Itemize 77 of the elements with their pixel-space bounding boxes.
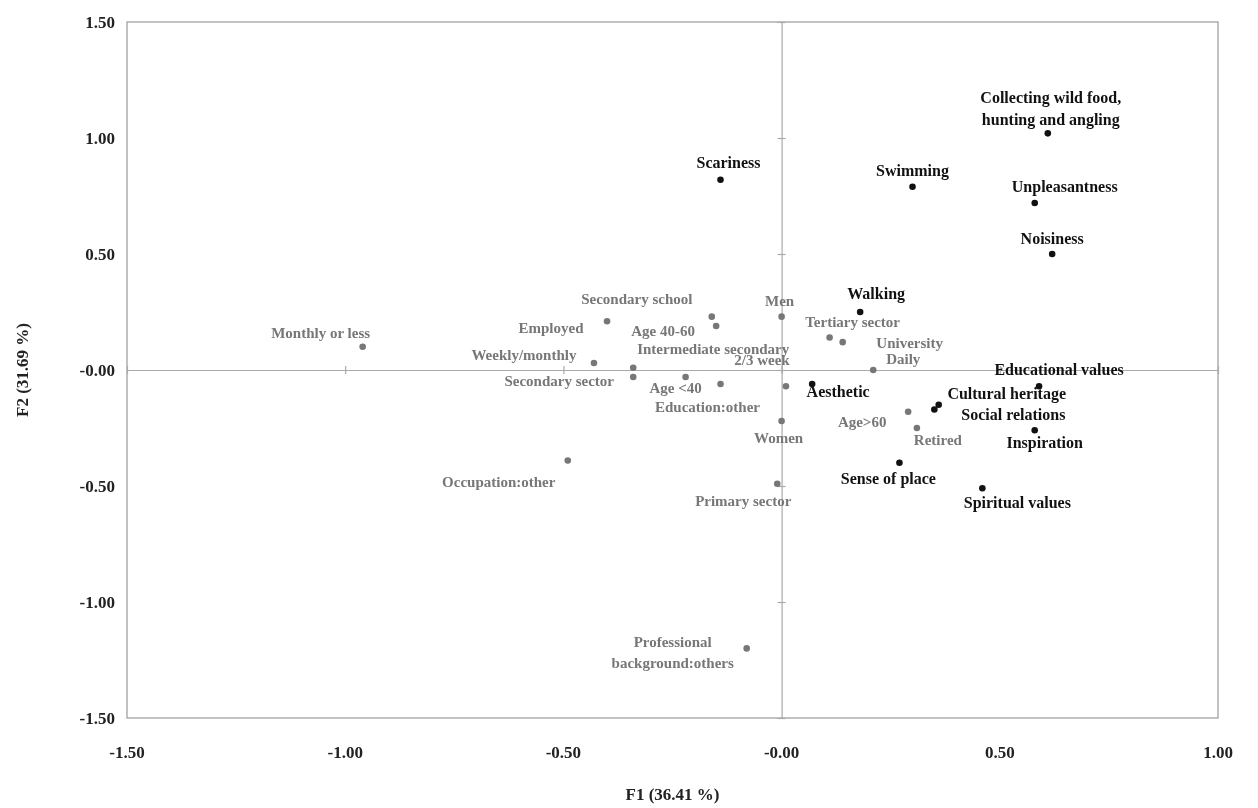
point [935, 401, 942, 409]
x-tick-label: -0.50 [545, 743, 582, 762]
annotation: Scariness [696, 154, 761, 172]
annotation: Educational values [994, 360, 1124, 378]
point [682, 373, 689, 381]
point [778, 313, 785, 320]
annotation: Age 40-60 [631, 323, 696, 340]
y-tick-label: -0.00 [79, 360, 115, 380]
annotation: Sense of place [840, 470, 936, 489]
annotation: Secondary school [581, 290, 693, 307]
point [896, 459, 903, 467]
x-tick-label: 0.50 [984, 743, 1015, 762]
point [778, 417, 785, 425]
point [913, 424, 921, 432]
point [839, 338, 846, 346]
point [629, 364, 637, 371]
point [1031, 427, 1038, 434]
annotation: Collecting wild food, hunting and angling [980, 88, 1122, 130]
annotation: Cultural heritage [947, 385, 1067, 404]
point [712, 322, 720, 330]
point [904, 408, 912, 416]
annotation: University [876, 335, 944, 352]
annotation: Education:other [655, 399, 761, 416]
y-tick-label: 0.50 [85, 244, 115, 264]
annotation: Walking [847, 284, 906, 303]
annotation: Inspiration [1006, 433, 1084, 452]
annotation: Age>60 [837, 414, 887, 431]
annotation: Tertiary sector [805, 313, 901, 330]
x-tick-label: 1.00 [1203, 743, 1233, 762]
point [717, 176, 724, 184]
annotation: Unpleasantness [1011, 177, 1118, 196]
annotation: Spiritual values [963, 493, 1071, 512]
annotation: Professional background:others [611, 633, 734, 671]
point [590, 359, 598, 367]
point [773, 480, 781, 487]
point [1044, 130, 1052, 137]
x-tick-label: -1.00 [327, 743, 363, 762]
annotation: Swimming [876, 162, 949, 181]
annotation: Women [754, 430, 804, 447]
y-axis-title: F2 (31.69 %) [13, 323, 32, 417]
annotation: Daily [886, 351, 921, 368]
annotation: Retired [913, 432, 963, 449]
y-tick-label: -1.00 [79, 592, 115, 612]
x-axis-title: F1 (36.41 %) [625, 785, 720, 804]
annotation: Monthly or less [271, 325, 371, 342]
y-tick-label: 1.50 [85, 12, 115, 32]
point [909, 183, 916, 190]
point [931, 406, 938, 413]
point [979, 485, 986, 492]
point [743, 645, 750, 652]
point [1048, 250, 1056, 258]
annotation: Weekly/monthly [471, 347, 577, 364]
point [1031, 199, 1038, 207]
annotation: Employed [518, 319, 585, 336]
y-tick-label: 1.00 [85, 128, 115, 148]
x-tick-label: -1.50 [109, 743, 145, 762]
point [826, 334, 833, 341]
x-tick-label: -0.00 [763, 743, 800, 762]
point [856, 308, 864, 316]
annotation: Aesthetic [806, 382, 870, 400]
annotation: Secondary sector [504, 372, 615, 389]
point [359, 343, 366, 351]
annotation: Social relations [961, 406, 1066, 424]
point [629, 373, 637, 381]
point [869, 366, 877, 374]
point [782, 382, 790, 390]
point [717, 380, 724, 388]
y-tick-label: -0.50 [79, 476, 115, 496]
annotation: Noisiness [1020, 229, 1084, 247]
annotation: Primary sector [695, 492, 792, 509]
point [564, 457, 572, 464]
y-tick-label: -1.50 [79, 708, 115, 728]
annotation: Men [765, 292, 795, 309]
point [708, 313, 716, 320]
annotation: Occupation:other [442, 473, 556, 490]
annotation: Age <40 [649, 380, 702, 397]
point [603, 318, 611, 325]
